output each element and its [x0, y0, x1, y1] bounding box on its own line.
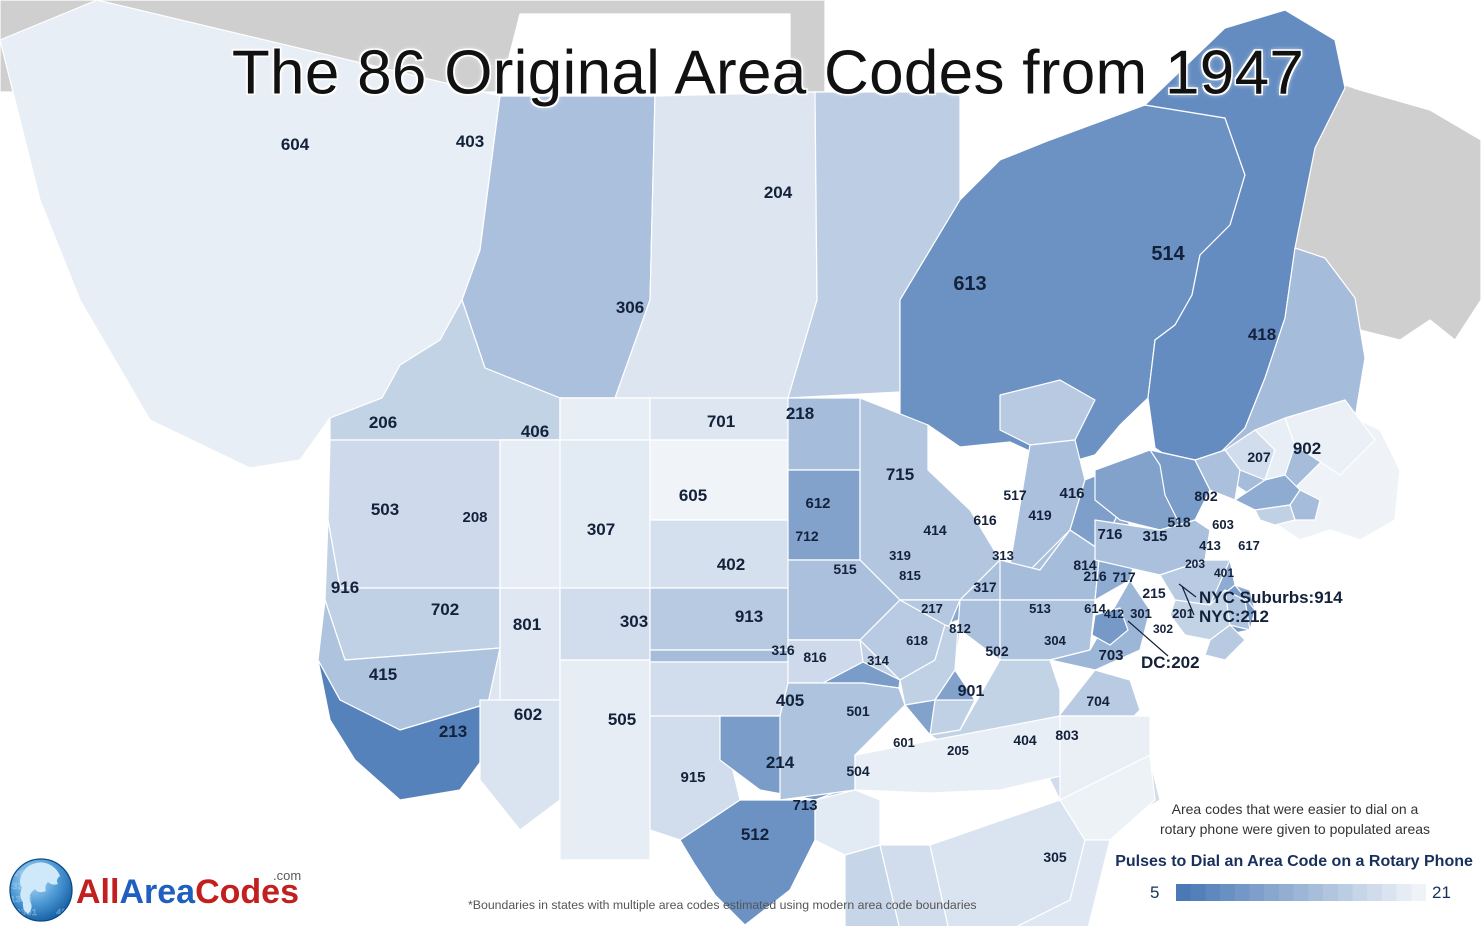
svg-text:.com: .com: [273, 868, 301, 883]
svg-text:AllAreaCodes: AllAreaCodes: [76, 873, 299, 911]
svg-text:20301: 20301: [10, 908, 37, 918]
svg-text:4567: 4567: [56, 908, 78, 918]
